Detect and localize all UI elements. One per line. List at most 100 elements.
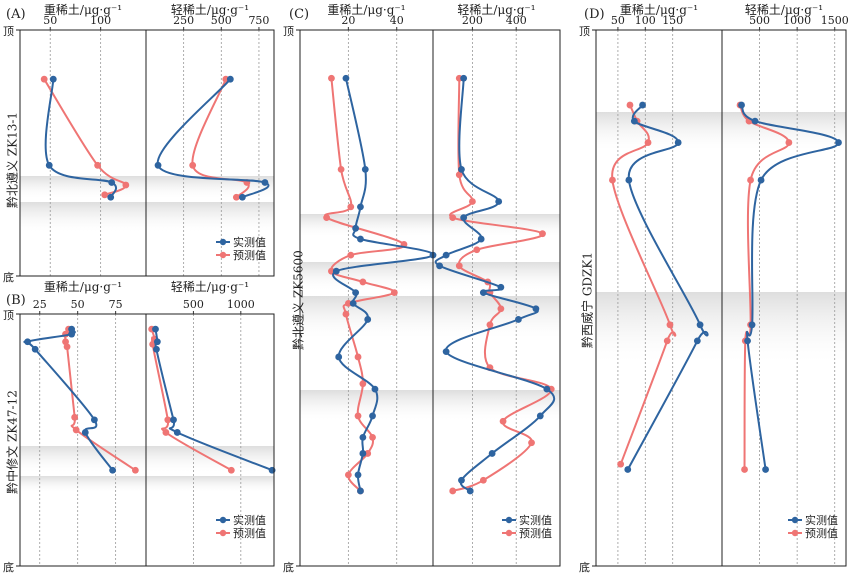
- tick-label: 500: [211, 14, 232, 27]
- data-point-predicted: [499, 417, 507, 425]
- data-point-measured: [261, 179, 269, 186]
- tick-label: 500: [749, 14, 770, 27]
- data-point-measured: [696, 321, 704, 329]
- series-line-measured: [156, 78, 270, 199]
- data-point-measured: [751, 117, 759, 125]
- legend-marker: [791, 516, 799, 524]
- data-point-measured: [226, 75, 234, 83]
- legend-entry: 实测值: [233, 513, 266, 527]
- data-point-measured: [460, 74, 468, 82]
- data-point-measured: [364, 316, 372, 323]
- panel-label: (A): [6, 7, 26, 22]
- data-point-measured: [479, 289, 487, 297]
- data-point-measured: [352, 289, 360, 297]
- series-line-predicted: [739, 104, 790, 470]
- tick-label: 750: [248, 14, 269, 27]
- data-point-measured: [154, 161, 162, 169]
- data-point-measured: [357, 235, 364, 243]
- axis-title: 重稀土/μg·g⁻¹: [44, 280, 122, 294]
- data-point-predicted: [101, 191, 109, 199]
- data-point-predicted: [455, 171, 463, 179]
- series-line-measured: [740, 104, 840, 470]
- shaded-band: [300, 214, 560, 236]
- data-point-predicted: [347, 251, 355, 259]
- data-point-measured: [45, 161, 53, 169]
- data-point-predicted: [609, 176, 616, 184]
- data-point-predicted: [354, 353, 362, 361]
- data-point-measured: [68, 330, 76, 338]
- data-point-measured: [153, 338, 161, 346]
- legend-marker: [505, 516, 513, 524]
- data-point-predicted: [449, 214, 457, 222]
- shaded-band: [300, 390, 560, 420]
- data-point-predicted: [473, 246, 481, 254]
- data-point-measured: [835, 139, 842, 146]
- data-point-measured: [536, 412, 544, 420]
- data-point-measured: [744, 337, 751, 345]
- tick-label: 40: [390, 14, 404, 27]
- data-point-measured: [109, 466, 117, 474]
- data-point-measured: [748, 321, 756, 329]
- data-point-predicted: [617, 460, 625, 468]
- tick-label: 400: [506, 14, 527, 27]
- data-point-measured: [49, 75, 57, 83]
- tick-label: 200: [462, 14, 483, 27]
- data-point-measured: [458, 476, 465, 484]
- data-point-predicted: [72, 426, 80, 434]
- data-point-measured: [543, 385, 551, 393]
- data-point-measured: [107, 193, 115, 201]
- panel-label: (B): [6, 293, 26, 308]
- data-point-predicted: [497, 305, 505, 313]
- legend-entry: 预测值: [233, 527, 266, 540]
- shaded-band: [300, 296, 560, 338]
- data-point-measured: [357, 203, 364, 211]
- series-line-predicted: [191, 78, 250, 199]
- legend-entry: 预测值: [519, 527, 552, 540]
- tick-label: 150: [662, 14, 683, 27]
- axis-title: 轻稀土/μg·g⁻¹: [171, 280, 249, 294]
- tick-label: 50: [611, 14, 625, 27]
- legend-entry: 预测值: [805, 527, 838, 540]
- tick-label: 25: [33, 298, 47, 311]
- data-point-predicted: [328, 74, 335, 82]
- data-point-measured: [173, 429, 181, 436]
- data-point-predicted: [364, 450, 372, 457]
- data-point-predicted: [469, 198, 476, 205]
- data-point-predicted: [359, 380, 367, 388]
- data-point-measured: [514, 316, 522, 323]
- legend-marker: [219, 238, 227, 246]
- shaded-band: [596, 292, 846, 362]
- data-point-measured: [624, 466, 632, 473]
- panel-frame: [19, 313, 275, 567]
- well-label: 黔西威宁 GDZK1: [580, 252, 595, 348]
- panel-frame: [19, 29, 275, 277]
- data-point-predicted: [741, 466, 748, 473]
- data-point-predicted: [539, 230, 546, 238]
- data-point-measured: [90, 416, 98, 424]
- data-point-predicted: [189, 161, 197, 169]
- data-point-predicted: [347, 203, 355, 211]
- data-point-predicted: [323, 214, 330, 222]
- data-point-measured: [108, 179, 116, 186]
- data-point-measured: [354, 471, 362, 479]
- data-point-measured: [359, 433, 367, 441]
- data-point-predicted: [359, 278, 367, 286]
- data-point-predicted: [94, 161, 102, 169]
- tick-label: 1000: [783, 14, 811, 27]
- panel-label: (C): [289, 7, 309, 22]
- axis-title: 轻稀土/μg·g⁻¹: [457, 3, 535, 17]
- data-point-measured: [639, 101, 646, 109]
- panel-label: (D): [584, 7, 605, 22]
- axis-title: 重稀土/μg·g⁻¹: [327, 3, 405, 17]
- shaded-band: [20, 476, 274, 492]
- data-point-predicted: [663, 337, 671, 345]
- data-point-predicted: [644, 139, 652, 146]
- data-point-predicted: [369, 433, 376, 441]
- data-point-measured: [625, 176, 633, 184]
- well-label: 黔北遵义 ZK5600: [291, 250, 306, 350]
- data-point-measured: [458, 165, 465, 173]
- data-point-predicted: [122, 181, 130, 189]
- data-point-measured: [442, 348, 450, 355]
- data-point-measured: [466, 487, 474, 495]
